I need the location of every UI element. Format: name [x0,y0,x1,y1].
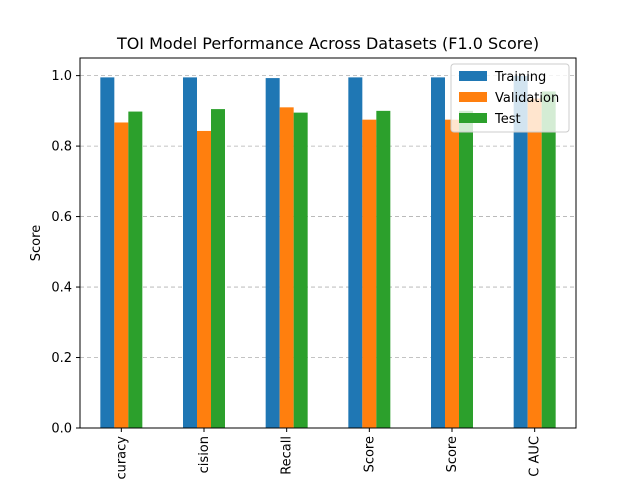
bar-training [100,77,115,428]
legend-label: Validation [495,91,559,106]
bar-training [513,75,528,428]
bar-validation [527,98,542,429]
bar-test [459,110,473,428]
bar-validation [279,107,294,428]
bar-validation [362,119,377,429]
x-tick-label: Score [445,436,460,472]
legend-swatch [459,92,487,102]
bar-test [376,110,391,428]
bar-validation [445,119,459,429]
bar-training [265,78,280,428]
legend: Training Validation Test [450,63,570,133]
x-tick-label: C AUC [528,436,543,477]
x-axis: curacy cision Recall Score Score C AUC [114,428,543,480]
x-tick-label: cision [197,436,212,473]
plot-frame [79,57,577,429]
x-tick-label: Score [362,436,377,472]
y-axis-label: Score [29,225,44,261]
bar-test [128,111,143,429]
y-tick-label: 0.2 [51,351,72,366]
y-tick-label: 0.4 [51,281,72,296]
x-tick-label: curacy [114,436,129,480]
y-tick-label: 0.8 [51,140,72,155]
bar-test [211,109,225,428]
y-tick-label: 0.6 [51,210,72,225]
chart-title: TOI Model Performance Across Datasets (F… [116,34,539,53]
legend-swatch [459,113,487,123]
bar-training [431,77,445,428]
bar-training [348,77,363,428]
y-tick-label: 1.0 [51,69,72,84]
legend-swatch [459,71,487,81]
y-axis: 0.0 0.2 0.4 0.6 0.8 1.0 [51,69,80,437]
y-tick-label: 0.0 [51,422,72,437]
bar-validation [197,130,211,428]
bar-test [293,112,308,428]
bars [100,75,556,429]
legend-label: Training [494,70,546,85]
legend-label: Test [494,112,521,127]
bar-test [541,91,556,428]
bar-training [183,77,197,428]
x-tick-label: Recall [280,436,295,475]
bar-validation [114,122,129,428]
